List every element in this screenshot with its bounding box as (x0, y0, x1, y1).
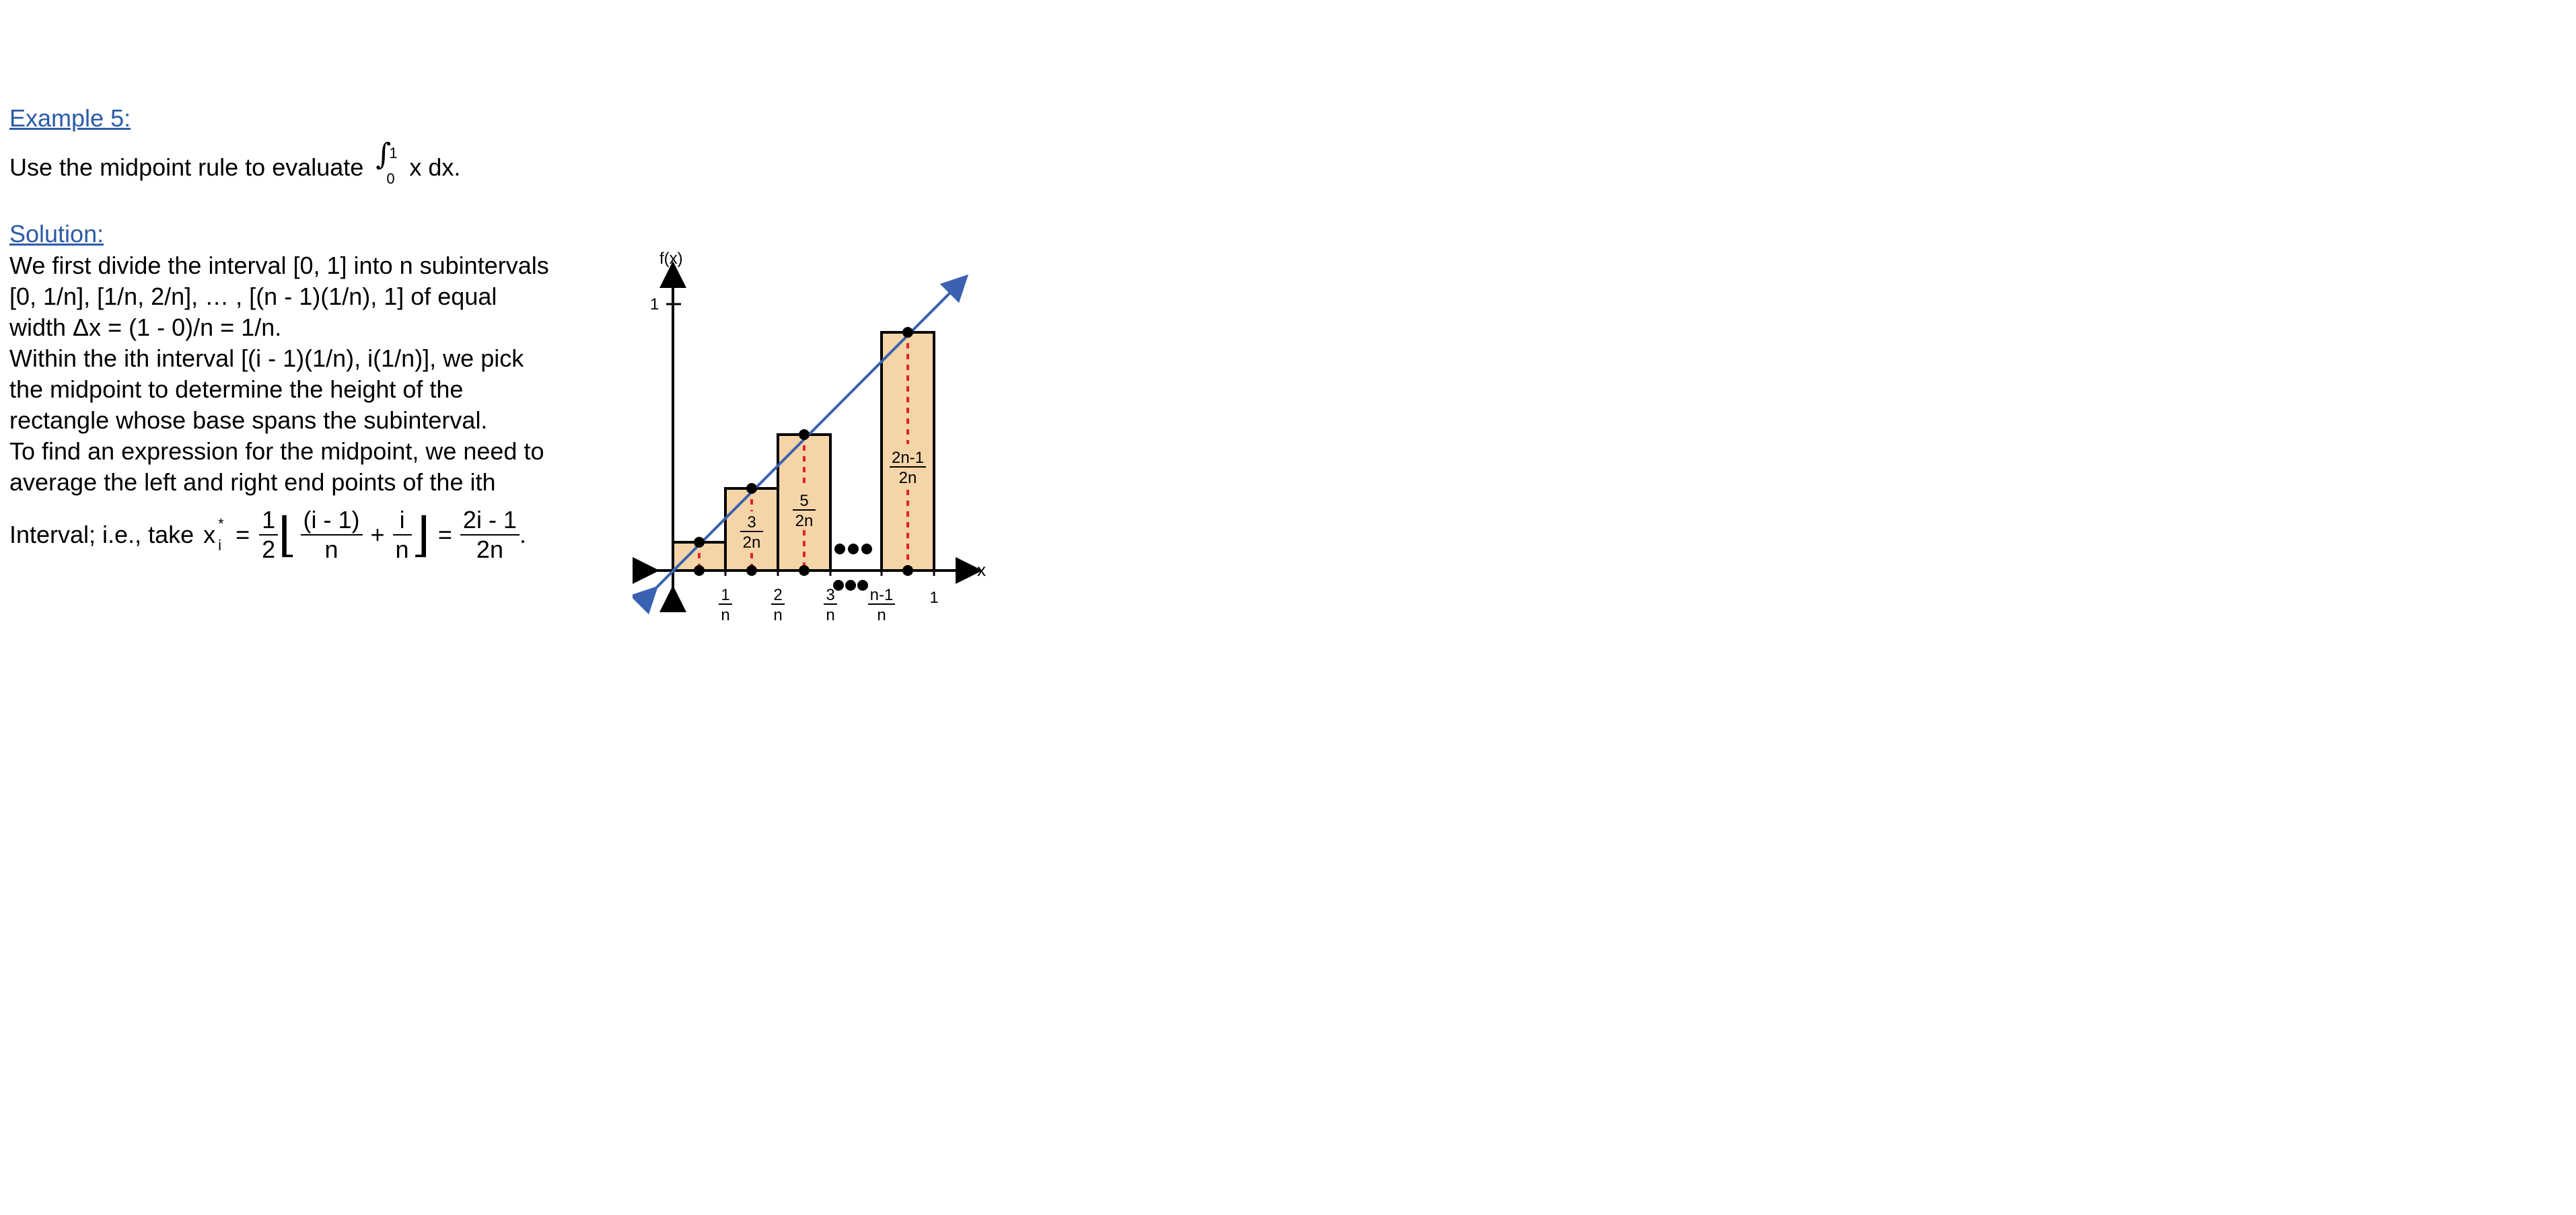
line-midpoint-dot-3 (799, 429, 810, 440)
formula-variable: x * i (203, 515, 224, 554)
midpoint-formula: Interval; i.e., take x * i = 1 2 ⌊ (i - 1)… (9, 498, 526, 572)
ellipsis-dot (833, 580, 844, 591)
example-heading: Example 5: (9, 104, 131, 132)
solution-line: the midpoint to determine the height of … (9, 375, 464, 403)
solution-line: rectangle whose base spans the subinterv… (9, 406, 488, 434)
ellipsis-dot (845, 580, 856, 591)
x-midpoint-dot-n (902, 565, 913, 576)
solution-line: Within the ith interval [(i - 1)(1/n), i… (9, 344, 524, 372)
formula-term2: i n (392, 506, 412, 564)
rect-label-num: 2n-1 (892, 449, 924, 467)
left-bracket: ⌊ (278, 507, 297, 562)
term2-numerator: i (392, 506, 412, 536)
ellipsis-dot (848, 544, 859, 554)
line-midpoint-dot-n (902, 327, 913, 338)
x-tick-label-num: n-1 (870, 586, 894, 604)
formula-half: 1 2 (259, 506, 279, 564)
solution-line: [0, 1/n], [1/n, 2/n], … , [(n - 1)(1/n),… (9, 283, 497, 310)
x-tick-label-den: n (826, 606, 834, 624)
integral-lower-limit: 0 (386, 170, 395, 187)
x-tick-label-den: n (773, 606, 782, 624)
rect-label-num: 3 (747, 513, 756, 531)
solution-heading: Solution: (9, 220, 104, 248)
formula-equals: = (236, 521, 250, 548)
term1-denominator: n (324, 536, 338, 563)
ellipsis-dot (834, 544, 845, 554)
integrand: x dx. (409, 153, 461, 181)
rect-label-den: 2n (795, 512, 814, 530)
formula-sub: i (218, 537, 222, 554)
ellipsis-dot (857, 580, 868, 591)
rect-label-den: 2n (743, 533, 761, 552)
solution-line: average the left and right end points of… (9, 468, 496, 496)
line-midpoint-dot-1 (694, 537, 705, 548)
solution-body: We first divide the interval [0, 1] into… (9, 250, 549, 498)
term1-numerator: (i - 1) (300, 506, 363, 536)
right-bracket: ⌋ (411, 507, 430, 562)
half-denominator: 2 (262, 536, 276, 563)
formula-term1: (i - 1) n (300, 506, 363, 564)
x-axis-label: x (977, 560, 986, 580)
ellipsis-dot (861, 544, 872, 554)
solution-line: We first divide the interval [0, 1] into… (9, 252, 549, 279)
integral-icon: ∫ (375, 137, 392, 172)
problem-statement: Use the midpoint rule to evaluate ∫ 1 0 … (9, 139, 461, 188)
y-axis-label: f(x) (659, 250, 683, 268)
x-midpoint-dot-2 (746, 565, 757, 576)
formula-plus: + (370, 521, 385, 548)
result-numerator: 2i - 1 (460, 506, 520, 536)
integral-sign: ∫ 1 0 (375, 139, 402, 188)
solution-line: To find an expression for the midpoint, … (9, 437, 544, 465)
x-tick-label-one: 1 (929, 589, 938, 607)
formula-sup: * (218, 515, 224, 532)
x-tick-label-den: n (877, 606, 886, 624)
rect-label-den: 2n (899, 469, 917, 487)
formula-prefix: Interval; i.e., take (9, 521, 194, 548)
x-tick-label-num: 2 (773, 586, 782, 604)
y-tick-label: 1 (650, 295, 659, 314)
solution-line: width Δx = (1 - 0)/n = 1/n. (9, 314, 282, 341)
term2-denominator: n (395, 536, 409, 563)
half-numerator: 1 (259, 506, 279, 536)
x-midpoint-dot-1 (694, 565, 705, 576)
x-tick-label-num: 1 (721, 586, 729, 604)
line-midpoint-dot-2 (746, 483, 757, 494)
x-midpoint-dot-3 (799, 565, 810, 576)
integral-upper-limit: 1 (389, 145, 398, 161)
result-denominator: 2n (476, 536, 503, 563)
formula-period: . (519, 521, 526, 548)
x-tick-label-num: 3 (826, 586, 834, 604)
x-tick-label-den: n (721, 606, 729, 624)
rect-label-num: 5 (799, 492, 808, 510)
midpoint-rule-graph: f(x) x 1 1 n 2 n 3 n n-1 n 1 3 2n 5 2n 2… (633, 250, 986, 624)
formula-equals-2: = (437, 521, 452, 548)
problem-text: Use the midpoint rule to evaluate (9, 153, 364, 181)
formula-var: x (203, 521, 216, 548)
formula-result: 2i - 1 2n (460, 506, 520, 564)
